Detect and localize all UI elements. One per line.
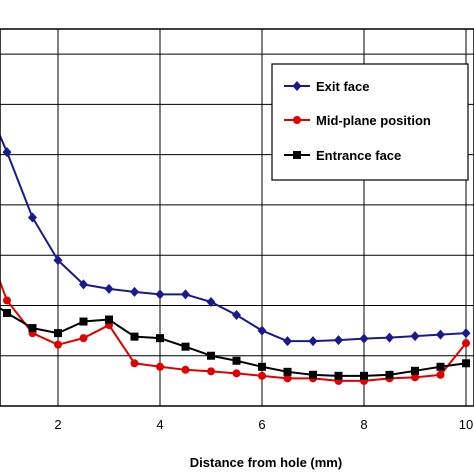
series-2	[0, 306, 470, 380]
data-point	[308, 336, 318, 347]
legend: Exit face Mid-plane position Entrance face	[271, 63, 469, 181]
data-point	[130, 286, 139, 297]
data-point	[206, 296, 216, 307]
x-tick-label: 4	[156, 417, 163, 432]
legend-item: Exit face	[284, 79, 369, 94]
data-point	[2, 147, 12, 158]
x-tick-labels: 2 4 6 8 10	[54, 417, 473, 432]
data-point	[232, 369, 241, 378]
data-point	[181, 289, 190, 300]
data-point	[79, 317, 88, 326]
legend-label: Mid-plane position	[316, 113, 431, 128]
data-point	[411, 366, 419, 375]
data-point	[385, 370, 394, 379]
data-point	[105, 315, 113, 324]
data-point	[232, 310, 241, 321]
x-tick-label: 10	[459, 417, 473, 432]
legend-marker	[292, 81, 302, 91]
series-0	[0, 133, 471, 347]
x-tick-label: 2	[54, 417, 61, 432]
data-point	[359, 333, 369, 344]
legend-item: Entrance face	[284, 148, 401, 163]
data-point	[232, 356, 241, 365]
legend-label: Exit face	[316, 79, 369, 94]
data-point	[258, 362, 266, 371]
data-point	[79, 279, 88, 290]
series-lines	[0, 133, 471, 385]
data-point	[258, 371, 266, 380]
data-point	[155, 289, 165, 300]
data-point	[130, 332, 139, 341]
legend-item: Mid-plane position	[284, 113, 431, 128]
data-point	[156, 334, 164, 343]
data-point	[79, 334, 88, 343]
data-point	[334, 335, 343, 346]
data-point	[462, 339, 470, 348]
data-point	[283, 336, 292, 347]
data-point	[181, 365, 190, 374]
data-point	[334, 371, 343, 380]
data-point	[3, 296, 11, 305]
data-point	[28, 324, 37, 333]
data-point	[283, 374, 292, 383]
data-point	[54, 340, 62, 349]
data-point	[436, 370, 445, 379]
data-point	[104, 283, 114, 294]
data-point	[411, 373, 419, 382]
data-point	[207, 351, 215, 360]
legend-box	[271, 63, 469, 181]
data-point	[130, 359, 139, 368]
data-point	[3, 309, 11, 318]
data-point	[283, 367, 292, 376]
data-point	[436, 329, 445, 340]
legend-marker	[293, 151, 301, 159]
data-point	[461, 328, 471, 339]
data-point	[28, 212, 37, 223]
data-point	[309, 370, 317, 379]
data-point	[385, 332, 394, 343]
plot-border	[0, 28, 474, 407]
data-point	[54, 329, 62, 338]
series-line	[0, 133, 467, 343]
data-point	[436, 362, 445, 371]
data-point	[257, 325, 267, 336]
x-axis-title: Distance from hole (mm)	[190, 455, 342, 470]
legend-marker	[293, 116, 301, 124]
data-point	[410, 331, 420, 342]
data-point	[360, 371, 368, 380]
data-point	[207, 367, 215, 376]
data-point	[53, 255, 63, 266]
legend-label: Entrance face	[316, 148, 401, 163]
data-point	[181, 342, 190, 351]
data-point	[156, 362, 164, 371]
x-tick-label: 8	[360, 417, 367, 432]
x-tick-label: 6	[258, 417, 265, 432]
data-point	[462, 359, 470, 368]
